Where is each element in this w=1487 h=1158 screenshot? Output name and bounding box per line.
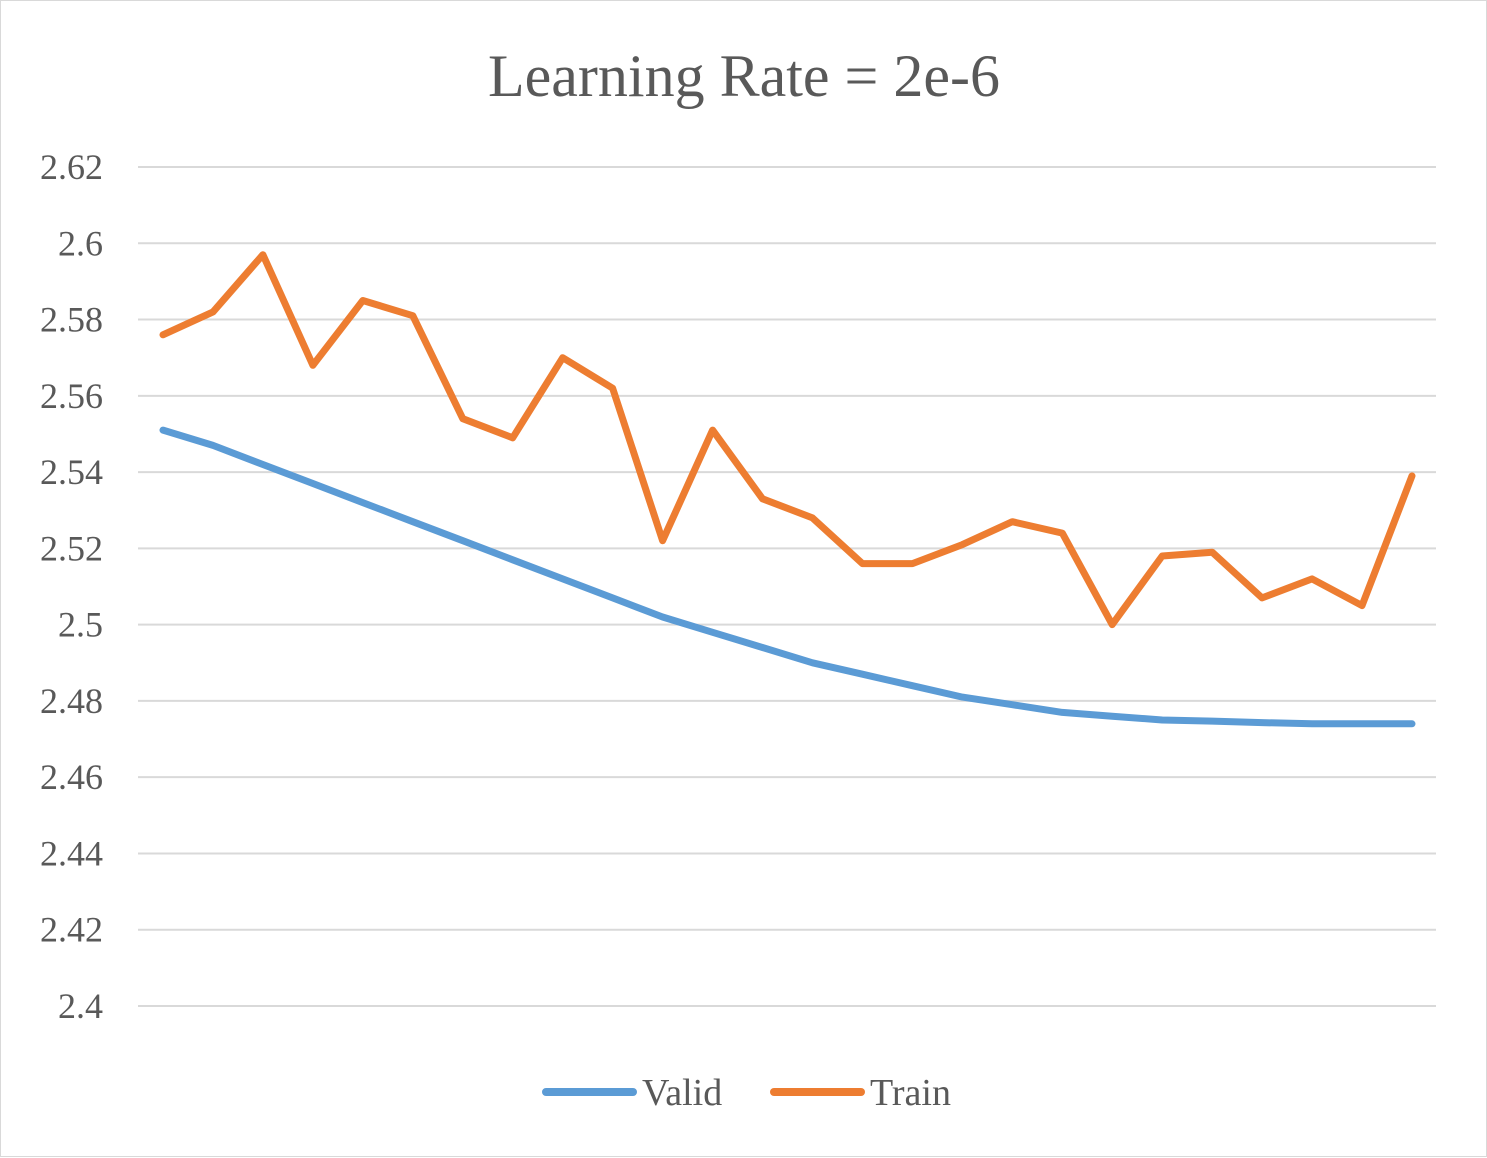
y-tick-label: 2.48 <box>40 681 103 721</box>
series-line-valid <box>159 426 1416 728</box>
y-tick-label: 2.6 <box>58 223 103 263</box>
series-line-train <box>159 251 1416 629</box>
y-tick-label: 2.42 <box>40 910 103 950</box>
y-tick-label: 2.44 <box>40 833 103 873</box>
y-tick-label: 2.62 <box>40 147 103 187</box>
legend-item-train: Train <box>770 1072 951 1114</box>
legend-label: Valid <box>642 1072 722 1114</box>
y-tick-label: 2.46 <box>40 757 103 797</box>
y-tick-label: 2.5 <box>58 605 103 645</box>
y-tick-label: 2.54 <box>40 452 103 492</box>
y-tick-label: 2.56 <box>40 376 103 416</box>
legend: Valid Train <box>542 1072 951 1114</box>
series-lines <box>159 251 1416 728</box>
chart-title: Learning Rate = 2e-6 <box>488 43 1000 109</box>
y-tick-label: 2.4 <box>58 986 103 1026</box>
legend-item-valid: Valid <box>542 1072 722 1114</box>
y-tick-label: 2.58 <box>40 300 103 340</box>
gridlines <box>138 166 1436 1007</box>
y-axis-tick-labels: 2.4 2.42 2.44 2.46 2.48 2.5 2.52 2.54 2.56 2.58 2.… <box>40 147 103 1026</box>
y-tick-label: 2.52 <box>40 528 103 568</box>
legend-label: Train <box>870 1072 951 1114</box>
